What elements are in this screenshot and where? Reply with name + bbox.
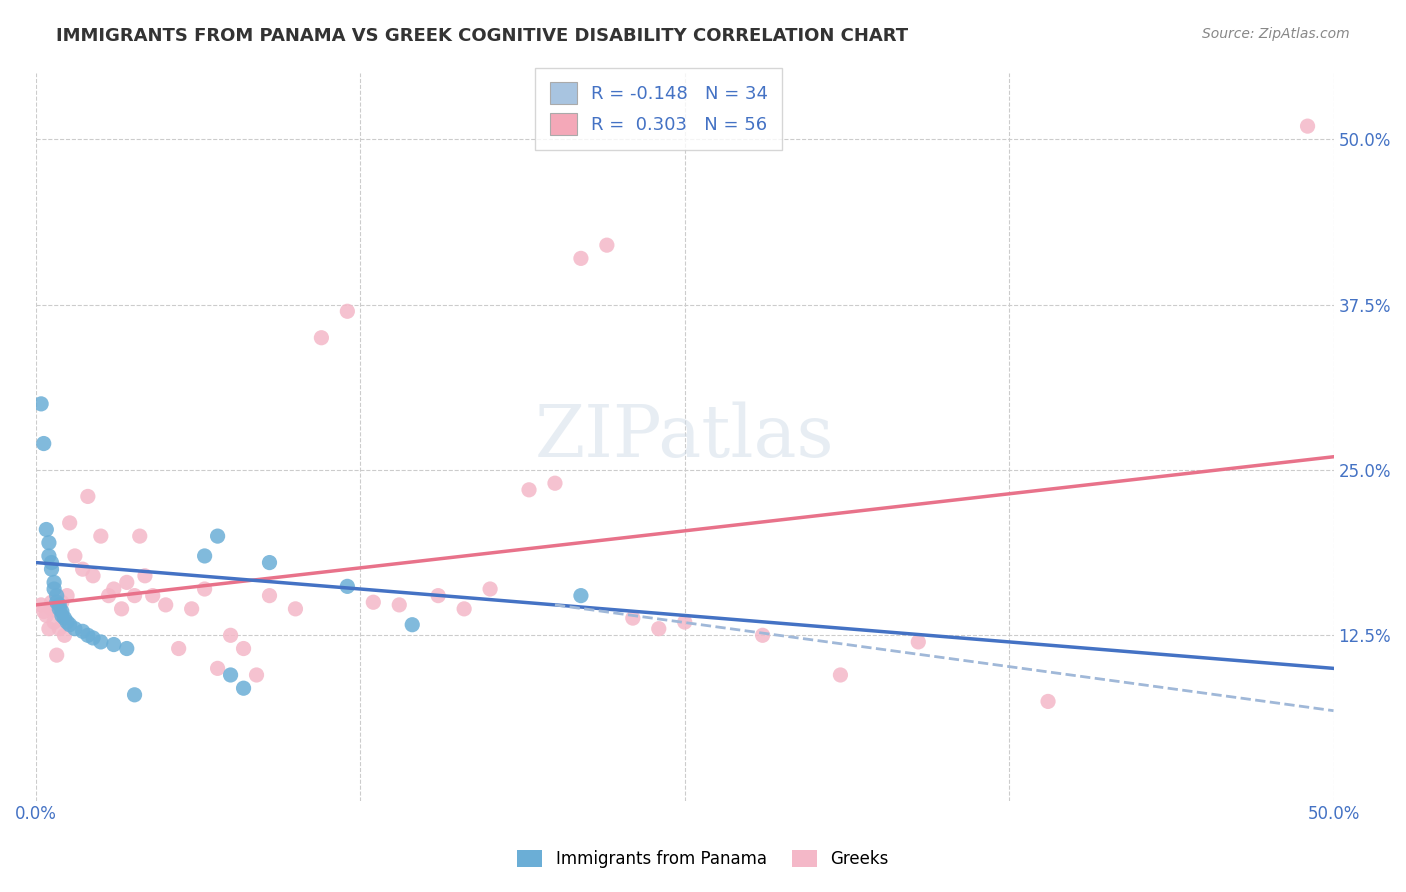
Point xyxy=(42,575,65,590)
Point xyxy=(311,331,333,345)
Point xyxy=(32,605,55,619)
Point xyxy=(142,589,165,603)
Point xyxy=(76,628,98,642)
Point xyxy=(51,605,73,619)
Text: ZIPatlas: ZIPatlas xyxy=(534,401,835,472)
Point xyxy=(569,252,592,266)
Point xyxy=(63,622,86,636)
Point xyxy=(45,598,67,612)
Point xyxy=(259,556,281,570)
Point xyxy=(336,304,359,318)
Point xyxy=(401,617,423,632)
Point xyxy=(167,641,190,656)
Text: Source: ZipAtlas.com: Source: ZipAtlas.com xyxy=(1202,27,1350,41)
Legend: Immigrants from Panama, Greeks: Immigrants from Panama, Greeks xyxy=(510,843,896,875)
Point xyxy=(38,535,60,549)
Point xyxy=(38,549,60,563)
Point xyxy=(56,589,79,603)
Point xyxy=(284,602,307,616)
Point xyxy=(51,608,73,623)
Point xyxy=(48,602,70,616)
Point xyxy=(45,589,67,603)
Point xyxy=(41,562,63,576)
Point xyxy=(110,602,132,616)
Point xyxy=(48,622,70,636)
Point xyxy=(830,668,852,682)
Point xyxy=(751,628,773,642)
Point xyxy=(363,595,385,609)
Point xyxy=(59,516,82,530)
Point xyxy=(219,668,242,682)
Point xyxy=(82,569,104,583)
Point xyxy=(115,575,138,590)
Point xyxy=(427,589,450,603)
Point xyxy=(59,617,82,632)
Point xyxy=(32,436,55,450)
Point xyxy=(517,483,540,497)
Point xyxy=(569,589,592,603)
Point xyxy=(124,688,146,702)
Point xyxy=(35,608,58,623)
Point xyxy=(596,238,619,252)
Point xyxy=(82,631,104,645)
Point xyxy=(41,556,63,570)
Point xyxy=(72,562,94,576)
Point xyxy=(194,582,217,596)
Point xyxy=(30,598,52,612)
Legend: R = -0.148   N = 34, R =  0.303   N = 56: R = -0.148 N = 34, R = 0.303 N = 56 xyxy=(536,68,783,150)
Point xyxy=(48,598,70,612)
Point xyxy=(453,602,475,616)
Point xyxy=(90,529,112,543)
Point xyxy=(53,628,76,642)
Point xyxy=(35,523,58,537)
Point xyxy=(1296,119,1319,133)
Point xyxy=(134,569,156,583)
Point xyxy=(41,602,63,616)
Point xyxy=(155,598,177,612)
Point xyxy=(53,611,76,625)
Point xyxy=(1036,694,1059,708)
Point xyxy=(194,549,217,563)
Point xyxy=(219,628,242,642)
Point xyxy=(76,490,98,504)
Point xyxy=(544,476,567,491)
Point xyxy=(103,638,125,652)
Point xyxy=(63,549,86,563)
Point xyxy=(41,595,63,609)
Point xyxy=(72,624,94,639)
Point xyxy=(56,615,79,629)
Point xyxy=(128,529,150,543)
Point xyxy=(232,641,254,656)
Point xyxy=(103,582,125,596)
Point xyxy=(621,611,644,625)
Point xyxy=(336,579,359,593)
Point xyxy=(45,648,67,662)
Text: IMMIGRANTS FROM PANAMA VS GREEK COGNITIVE DISABILITY CORRELATION CHART: IMMIGRANTS FROM PANAMA VS GREEK COGNITIV… xyxy=(56,27,908,45)
Point xyxy=(479,582,502,596)
Point xyxy=(124,589,146,603)
Point xyxy=(30,397,52,411)
Point xyxy=(388,598,411,612)
Point xyxy=(207,661,229,675)
Point xyxy=(90,635,112,649)
Point xyxy=(38,622,60,636)
Point xyxy=(45,595,67,609)
Point xyxy=(648,622,671,636)
Point xyxy=(259,589,281,603)
Point xyxy=(97,589,120,603)
Point xyxy=(51,595,73,609)
Point xyxy=(180,602,202,616)
Point xyxy=(673,615,696,629)
Point xyxy=(115,641,138,656)
Point xyxy=(207,529,229,543)
Point xyxy=(907,635,929,649)
Point xyxy=(232,681,254,696)
Point xyxy=(42,615,65,629)
Point xyxy=(245,668,267,682)
Point xyxy=(42,582,65,596)
